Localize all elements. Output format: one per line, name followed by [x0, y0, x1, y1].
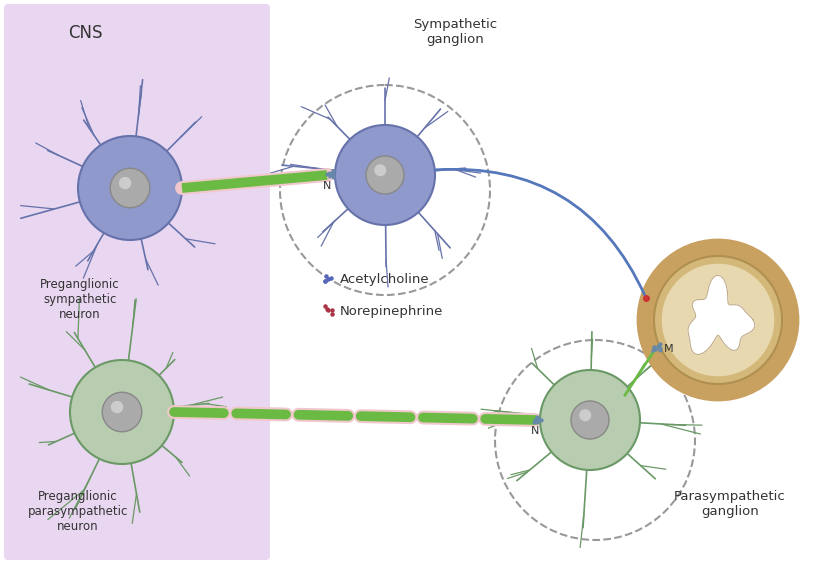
Circle shape [70, 360, 174, 464]
Circle shape [654, 256, 782, 384]
Polygon shape [329, 172, 335, 178]
Text: Parasympathetic
ganglion: Parasympathetic ganglion [675, 490, 786, 518]
Circle shape [580, 410, 591, 421]
Text: Norepinephrine: Norepinephrine [340, 304, 444, 318]
Circle shape [112, 401, 123, 413]
Circle shape [661, 263, 775, 377]
Circle shape [110, 168, 150, 208]
Text: Preganglionic
parasympathetic
neuron: Preganglionic parasympathetic neuron [28, 490, 129, 533]
Text: Acetylcholine: Acetylcholine [340, 273, 429, 286]
Polygon shape [652, 346, 658, 352]
Circle shape [335, 125, 435, 225]
Text: N: N [531, 426, 539, 436]
Polygon shape [537, 417, 543, 423]
FancyBboxPatch shape [4, 4, 270, 560]
FancyArrowPatch shape [436, 170, 645, 295]
Circle shape [366, 156, 404, 194]
Circle shape [638, 240, 798, 400]
Text: CNS: CNS [68, 24, 102, 42]
Circle shape [540, 370, 640, 470]
Circle shape [571, 401, 609, 439]
Circle shape [119, 177, 130, 189]
Circle shape [375, 165, 386, 176]
Text: N: N [323, 181, 331, 191]
Circle shape [102, 392, 142, 431]
Text: Preganglionic
sympathetic
neuron: Preganglionic sympathetic neuron [40, 278, 120, 321]
Text: Sympathetic
ganglion: Sympathetic ganglion [413, 18, 497, 46]
Polygon shape [688, 275, 755, 354]
Circle shape [78, 136, 182, 240]
Text: M: M [664, 344, 674, 354]
